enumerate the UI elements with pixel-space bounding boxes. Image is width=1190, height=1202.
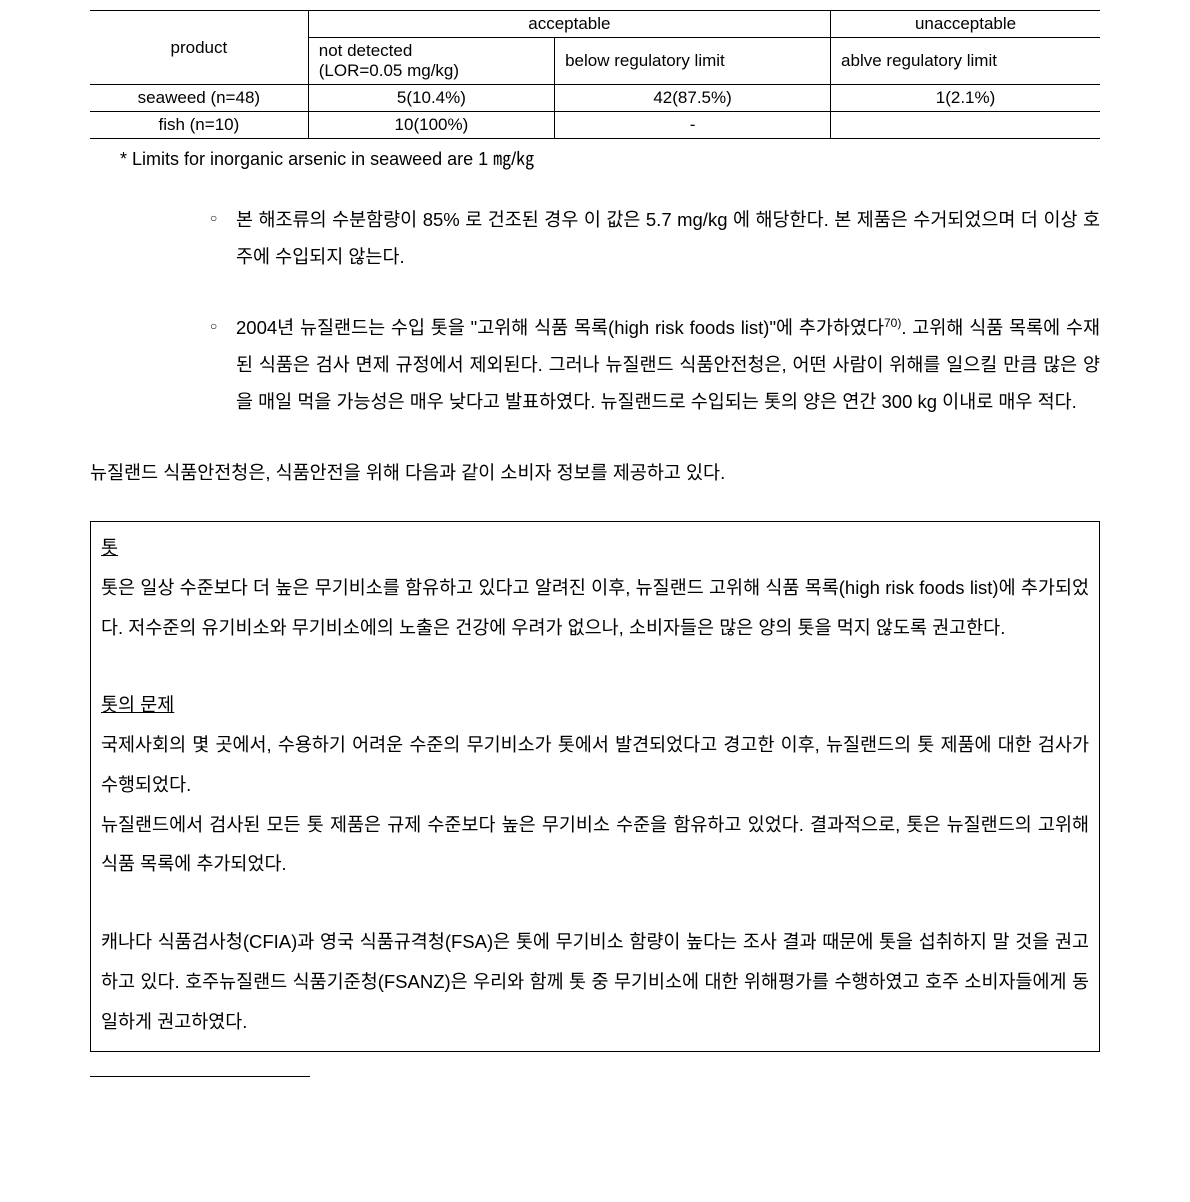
table-footnote: * Limits for inorganic arsenic in seawee… [120, 145, 1100, 171]
results-table: product acceptable unacceptable not dete… [90, 10, 1100, 139]
col-acceptable: acceptable [308, 11, 830, 38]
col-product: product [90, 11, 308, 85]
bullet-list: 본 해조류의 수분함량이 85% 로 건조된 경우 이 값은 5.7 mg/kg… [210, 201, 1100, 420]
section-body: 국제사회의 몇 곳에서, 수용하기 어려운 수준의 무기비소가 톳에서 발견되었… [101, 725, 1089, 805]
consumer-info-box: 톳 톳은 일상 수준보다 더 높은 무기비소를 함유하고 있다고 알려진 이후,… [90, 521, 1100, 1052]
section-title: 톳 [101, 537, 118, 558]
col-unacceptable: unacceptable [831, 11, 1100, 38]
footnote-ref: 70) [884, 316, 901, 330]
col-below-limit: below regulatory limit [555, 38, 831, 85]
table-row: fish (n=10) 10(100%) - [90, 112, 1100, 139]
col-above-limit: ablve regulatory limit [831, 38, 1100, 85]
section-body: 캐나다 식품검사청(CFIA)과 영국 식품규격청(FSA)은 톳에 무기비소 … [101, 922, 1089, 1041]
col-not-detected: not detected (LOR=0.05 mg/kg) [308, 38, 554, 85]
section-body: 뉴질랜드에서 검사된 모든 톳 제품은 규제 수준보다 높은 무기비소 수준을 … [101, 805, 1089, 885]
table-row: seaweed (n=48) 5(10.4%) 42(87.5%) 1(2.1%… [90, 85, 1100, 112]
footnote-separator [90, 1076, 310, 1077]
section-body: 톳은 일상 수준보다 더 높은 무기비소를 함유하고 있다고 알려진 이후, 뉴… [101, 568, 1089, 648]
list-item: 2004년 뉴질랜드는 수입 톳을 "고위해 식품 목록(high risk f… [210, 309, 1100, 420]
intro-line: 뉴질랜드 식품안전청은, 식품안전을 위해 다음과 같이 소비자 정보를 제공하… [90, 454, 1100, 491]
section-title: 톳의 문제 [101, 694, 174, 715]
list-item: 본 해조류의 수분함량이 85% 로 건조된 경우 이 값은 5.7 mg/kg… [210, 201, 1100, 275]
